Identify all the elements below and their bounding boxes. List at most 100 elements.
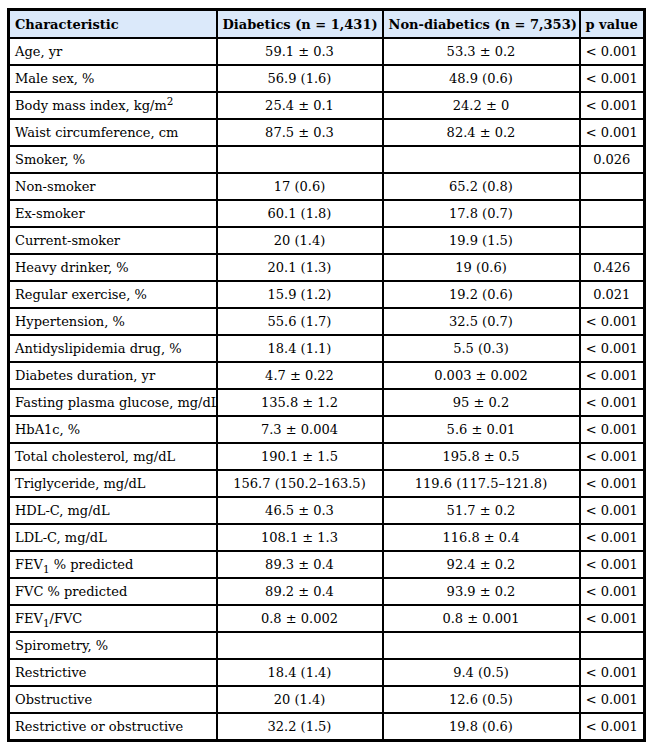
cell-characteristic: Total cholesterol, mg/dL: [9, 443, 217, 470]
cell-characteristic: Heavy drinker, %: [9, 254, 217, 281]
column-header-p-value: p value: [580, 10, 645, 39]
cell-characteristic: Hypertension, %: [9, 308, 217, 335]
table-row: Regular exercise, %15.9 (1.2)19.2 (0.6)0…: [9, 281, 645, 308]
cell-non-diabetics: 19.8 (0.6): [383, 713, 580, 741]
cell-diabetics: 56.9 (1.6): [217, 65, 383, 92]
cell-characteristic: Regular exercise, %: [9, 281, 217, 308]
cell-p-value: < 0.001: [580, 416, 645, 443]
table-row: Body mass index, kg/m225.4 ± 0.124.2 ± 0…: [9, 92, 645, 119]
cell-characteristic: Restrictive: [9, 659, 217, 686]
table-row: FVC % predicted89.2 ± 0.493.9 ± 0.2< 0.0…: [9, 578, 645, 605]
cell-characteristic: FEV1 % predicted: [9, 551, 217, 578]
cell-p-value: < 0.001: [580, 362, 645, 389]
table-row: HDL-C, mg/dL46.5 ± 0.351.7 ± 0.2< 0.001: [9, 497, 645, 524]
cell-non-diabetics: 19.9 (1.5): [383, 227, 580, 254]
cell-non-diabetics: 0.003 ± 0.002: [383, 362, 580, 389]
cell-diabetics: 20 (1.4): [217, 227, 383, 254]
column-header-diabetics: Diabetics (n = 1,431): [217, 10, 383, 39]
cell-non-diabetics: 95 ± 0.2: [383, 389, 580, 416]
table-row: Diabetes duration, yr4.7 ± 0.220.003 ± 0…: [9, 362, 645, 389]
table-row: Current-smoker20 (1.4)19.9 (1.5): [9, 227, 645, 254]
cell-non-diabetics: 5.6 ± 0.01: [383, 416, 580, 443]
cell-characteristic: Current-smoker: [9, 227, 217, 254]
cell-characteristic: Triglyceride, mg/dL: [9, 470, 217, 497]
cell-non-diabetics: 48.9 (0.6): [383, 65, 580, 92]
column-header-characteristic: Characteristic: [9, 10, 217, 39]
table-row: Total cholesterol, mg/dL190.1 ± 1.5195.8…: [9, 443, 645, 470]
cell-characteristic: FVC % predicted: [9, 578, 217, 605]
cell-diabetics: [217, 146, 383, 173]
table-row: Male sex, %56.9 (1.6)48.9 (0.6)< 0.001: [9, 65, 645, 92]
cell-p-value: < 0.001: [580, 92, 645, 119]
cell-characteristic: Ex-smoker: [9, 200, 217, 227]
cell-p-value: < 0.001: [580, 443, 645, 470]
cell-characteristic: Non-smoker: [9, 173, 217, 200]
table-row: Restrictive18.4 (1.4)9.4 (0.5)< 0.001: [9, 659, 645, 686]
table-row: HbA1c, %7.3 ± 0.0045.6 ± 0.01< 0.001: [9, 416, 645, 443]
table-row: Age, yr59.1 ± 0.353.3 ± 0.2< 0.001: [9, 38, 645, 65]
cell-diabetics: 89.2 ± 0.4: [217, 578, 383, 605]
cell-non-diabetics: 195.8 ± 0.5: [383, 443, 580, 470]
cell-non-diabetics: 5.5 (0.3): [383, 335, 580, 362]
cell-diabetics: 0.8 ± 0.002: [217, 605, 383, 632]
cell-diabetics: 190.1 ± 1.5: [217, 443, 383, 470]
column-header-non-diabetics: Non-diabetics (n = 7,353): [383, 10, 580, 39]
cell-p-value: < 0.001: [580, 65, 645, 92]
cell-non-diabetics: 12.6 (0.5): [383, 686, 580, 713]
cell-diabetics: 60.1 (1.8): [217, 200, 383, 227]
cell-diabetics: 25.4 ± 0.1: [217, 92, 383, 119]
cell-non-diabetics: 92.4 ± 0.2: [383, 551, 580, 578]
cell-non-diabetics: 119.6 (117.5–121.8): [383, 470, 580, 497]
table-row: Smoker, % 0.026: [9, 146, 645, 173]
cell-diabetics: 20 (1.4): [217, 686, 383, 713]
cell-diabetics: 20.1 (1.3): [217, 254, 383, 281]
cell-non-diabetics: 9.4 (0.5): [383, 659, 580, 686]
cell-characteristic: Waist circumference, cm: [9, 119, 217, 146]
cell-non-diabetics: 51.7 ± 0.2: [383, 497, 580, 524]
cell-non-diabetics: 19 (0.6): [383, 254, 580, 281]
table-row: Antidyslipidemia drug, %18.4 (1.1)5.5 (0…: [9, 335, 645, 362]
cell-characteristic: LDL-C, mg/dL: [9, 524, 217, 551]
cell-non-diabetics: 32.5 (0.7): [383, 308, 580, 335]
cell-p-value: < 0.001: [580, 659, 645, 686]
cell-characteristic: Obstructive: [9, 686, 217, 713]
table-row: Hypertension, %55.6 (1.7)32.5 (0.7)< 0.0…: [9, 308, 645, 335]
table-row: Spirometry, %: [9, 632, 645, 659]
cell-diabetics: [217, 632, 383, 659]
cell-diabetics: 156.7 (150.2–163.5): [217, 470, 383, 497]
table-row: Restrictive or obstructive32.2 (1.5)19.8…: [9, 713, 645, 741]
cell-characteristic: Age, yr: [9, 38, 217, 65]
cell-non-diabetics: [383, 632, 580, 659]
cell-p-value: < 0.001: [580, 119, 645, 146]
table-row: Non-smoker17 (0.6)65.2 (0.8): [9, 173, 645, 200]
table-row: Fasting plasma glucose, mg/dL135.8 ± 1.2…: [9, 389, 645, 416]
cell-non-diabetics: 0.8 ± 0.001: [383, 605, 580, 632]
cell-characteristic: Male sex, %: [9, 65, 217, 92]
cell-p-value: < 0.001: [580, 605, 645, 632]
table-row: LDL-C, mg/dL108.1 ± 1.3116.8 ± 0.4< 0.00…: [9, 524, 645, 551]
cell-p-value: < 0.001: [580, 713, 645, 741]
cell-characteristic: Restrictive or obstructive: [9, 713, 217, 741]
cell-non-diabetics: 53.3 ± 0.2: [383, 38, 580, 65]
cell-diabetics: 59.1 ± 0.3: [217, 38, 383, 65]
cell-p-value: < 0.001: [580, 389, 645, 416]
cell-diabetics: 4.7 ± 0.22: [217, 362, 383, 389]
cell-p-value: < 0.001: [580, 470, 645, 497]
cell-p-value: [580, 173, 645, 200]
cell-p-value: < 0.001: [580, 308, 645, 335]
cell-p-value: < 0.001: [580, 578, 645, 605]
cell-characteristic: Antidyslipidemia drug, %: [9, 335, 217, 362]
table-row: Waist circumference, cm87.5 ± 0.382.4 ± …: [9, 119, 645, 146]
cell-p-value: 0.026: [580, 146, 645, 173]
cell-non-diabetics: 17.8 (0.7): [383, 200, 580, 227]
cell-diabetics: 17 (0.6): [217, 173, 383, 200]
cell-p-value: 0.021: [580, 281, 645, 308]
cell-p-value: [580, 200, 645, 227]
cell-diabetics: 7.3 ± 0.004: [217, 416, 383, 443]
cell-diabetics: 32.2 (1.5): [217, 713, 383, 741]
cell-diabetics: 18.4 (1.4): [217, 659, 383, 686]
cell-characteristic: Smoker, %: [9, 146, 217, 173]
cell-p-value: 0.426: [580, 254, 645, 281]
characteristics-table-container: Characteristic Diabetics (n = 1,431) Non…: [0, 0, 650, 747]
cell-p-value: < 0.001: [580, 686, 645, 713]
